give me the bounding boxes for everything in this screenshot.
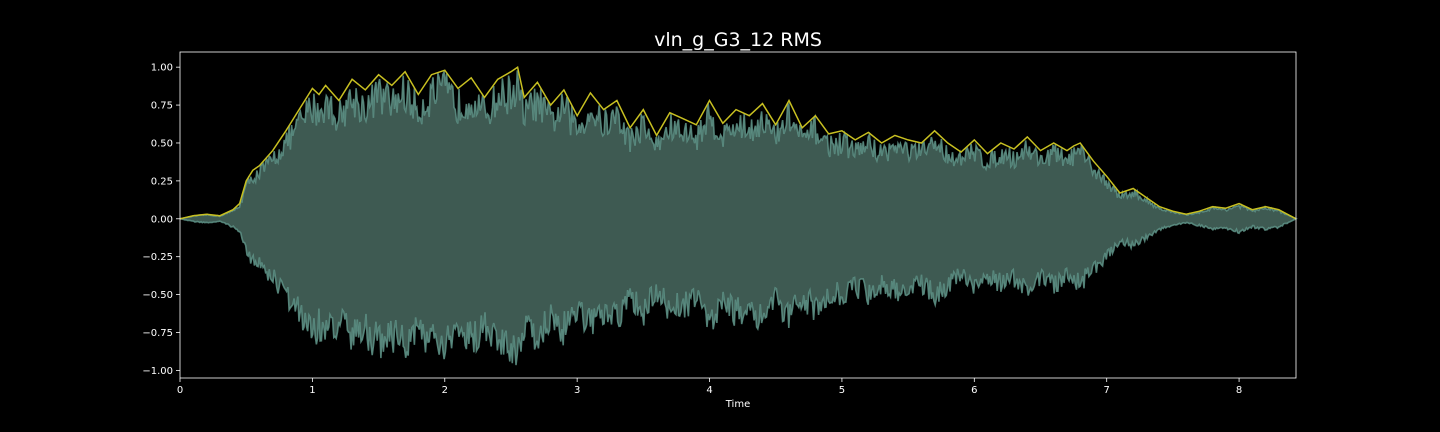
x-tick-label: 8 xyxy=(1236,385,1242,396)
x-tick-label: 7 xyxy=(1104,385,1110,396)
y-tick-label: −0.50 xyxy=(142,290,173,301)
x-tick-label: 0 xyxy=(177,385,183,396)
x-tick-label: 5 xyxy=(839,385,845,396)
y-tick-label: 0.00 xyxy=(151,214,173,225)
x-tick-label: 3 xyxy=(574,385,580,396)
x-tick-label: 4 xyxy=(706,385,712,396)
x-tick-label: 6 xyxy=(971,385,977,396)
y-tick-label: 0.25 xyxy=(151,176,173,187)
waveform-area xyxy=(180,70,1296,366)
y-tick-label: −0.25 xyxy=(142,252,173,263)
y-tick-label: 0.75 xyxy=(151,101,173,112)
x-axis-label: Time xyxy=(725,399,750,410)
x-tick-label: 2 xyxy=(442,385,448,396)
y-tick-label: −0.75 xyxy=(142,328,173,339)
y-tick-label: −1.00 xyxy=(142,366,173,377)
plot-frame xyxy=(179,51,1297,379)
x-tick-label: 1 xyxy=(309,385,315,396)
chart-title: vln_g_G3_12 RMS xyxy=(654,29,822,51)
y-tick-label: 0.50 xyxy=(151,138,173,149)
y-tick-label: 1.00 xyxy=(151,63,173,74)
rms-line xyxy=(179,65,1297,220)
y-axis: 1.00 0.75 0.50 0.25 0.00 −0.25 −0.50 −0.75 −1.00 xyxy=(142,63,180,377)
x-axis: 0 1 2 3 4 5 6 7 8 xyxy=(177,378,1242,396)
